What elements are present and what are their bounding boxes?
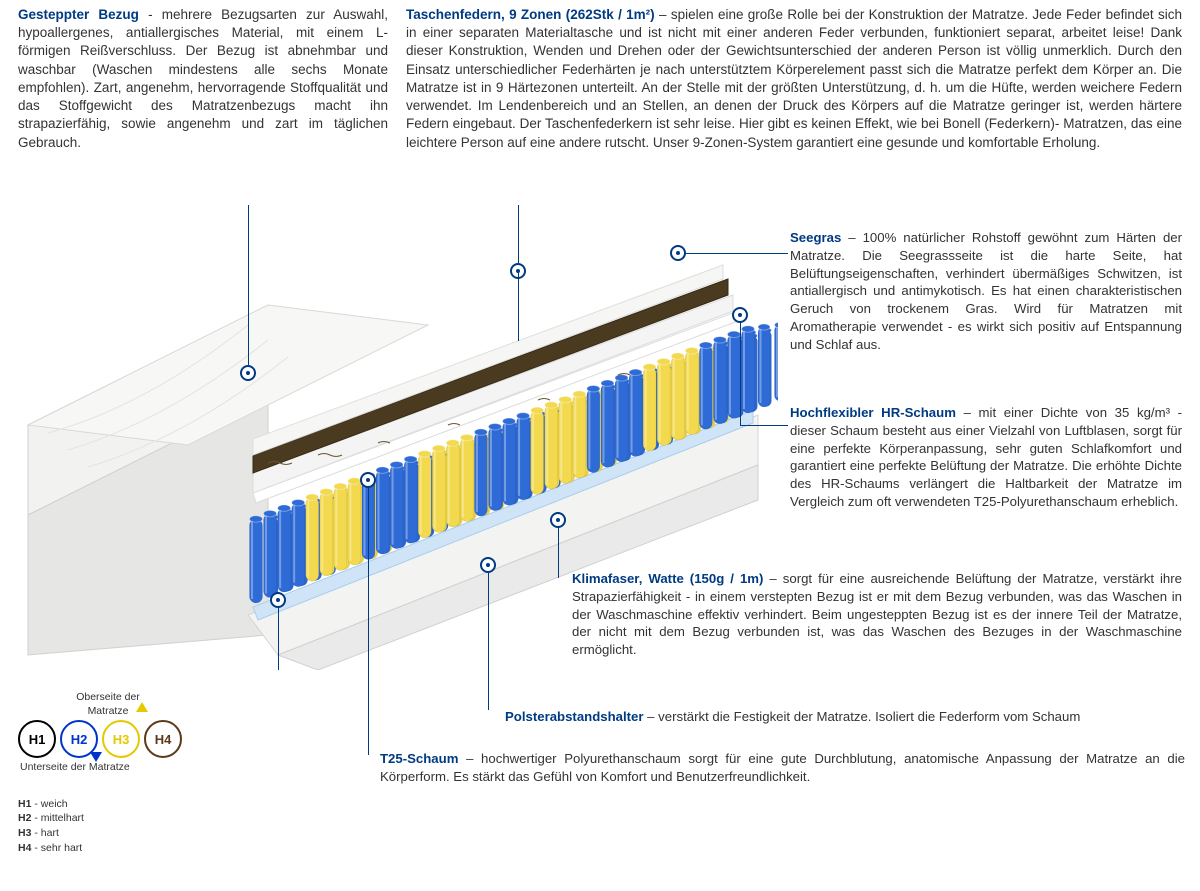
leader-cover — [248, 205, 249, 365]
legend-bottom-label: Unterseite der Matratze — [20, 760, 238, 774]
leader-klima — [558, 520, 559, 578]
leader-seegras — [678, 253, 788, 254]
leader-springs — [518, 205, 519, 265]
hr-foam-description: Hochflexibler HR-Schaum – mit einer Dich… — [790, 404, 1182, 511]
leader-hr — [740, 425, 788, 426]
firmness-circle-h1: H1 — [18, 720, 56, 758]
hr-foam-body: – mit einer Dichte von 35 kg/m³ - dieser… — [790, 405, 1182, 509]
arrow-down-icon — [90, 748, 102, 762]
springs-body: – spielen eine große Rolle bei der Konst… — [406, 7, 1182, 150]
spacer-title: Polsterabstandshalter — [505, 709, 644, 724]
legend-circles: H1H2H3H4 — [18, 720, 238, 758]
spacer-description: Polsterabstandshalter – verstärkt die Fe… — [505, 708, 1185, 726]
leader-cover-bottom — [278, 600, 279, 670]
t25-foam-body: – hochwertiger Polyurethanschaum sorgt f… — [380, 751, 1185, 784]
t25-foam-description: T25-Schaum – hochwertiger Polyurethansch… — [380, 750, 1185, 786]
firmness-legend: Oberseite der Matratze H1H2H3H4 Untersei… — [18, 690, 238, 855]
firmness-circle-h3: H3 — [102, 720, 140, 758]
springs-description: Taschenfedern, 9 Zonen (262Stk / 1m²) – … — [406, 6, 1182, 152]
firmness-circle-h4: H4 — [144, 720, 182, 758]
seagrass-body: – 100% natürlicher Rohstoff gewöhnt zum … — [790, 230, 1182, 352]
firmness-key-h4: H4 - sehr hart — [18, 841, 238, 856]
leader-t25 — [368, 480, 369, 755]
cover-description: Gesteppter Bezug - mehrere Bezugsarten z… — [18, 6, 388, 152]
seagrass-title: Seegras — [790, 230, 841, 245]
climate-fiber-title: Klimafaser, Watte (150g / 1m) — [572, 571, 763, 586]
leader-polster — [488, 565, 489, 710]
firmness-key-h3: H3 - hart — [18, 826, 238, 841]
climate-fiber-description: Klimafaser, Watte (150g / 1m) – sorgt fü… — [572, 570, 1182, 659]
marker-cover-icon — [240, 365, 256, 381]
springs-title: Taschenfedern, 9 Zonen (262Stk / 1m²) — [406, 7, 655, 22]
spacer-body: – verstärkt die Festigkeit der Matratze.… — [644, 709, 1081, 724]
firmness-key-h2: H2 - mittelhart — [18, 811, 238, 826]
marker-polster-icon — [480, 557, 496, 573]
cover-body: - mehrere Bezugsarten zur Auswahl, hypoa… — [18, 7, 388, 150]
marker-klima-icon — [550, 512, 566, 528]
marker-seegras-icon — [670, 245, 686, 261]
arrow-up-icon — [136, 702, 148, 716]
t25-foam-title: T25-Schaum — [380, 751, 458, 766]
legend-keys: H1 - weichH2 - mittelhartH3 - hartH4 - s… — [18, 797, 238, 856]
cover-title: Gesteppter Bezug — [18, 7, 139, 22]
marker-hr-icon — [732, 307, 748, 323]
hr-foam-title: Hochflexibler HR-Schaum — [790, 405, 956, 420]
seagrass-description: Seegras – 100% natürlicher Rohstoff gewö… — [790, 229, 1182, 354]
marker-cover-bottom-icon — [270, 592, 286, 608]
marker-t25-icon — [360, 472, 376, 488]
firmness-key-h1: H1 - weich — [18, 797, 238, 812]
